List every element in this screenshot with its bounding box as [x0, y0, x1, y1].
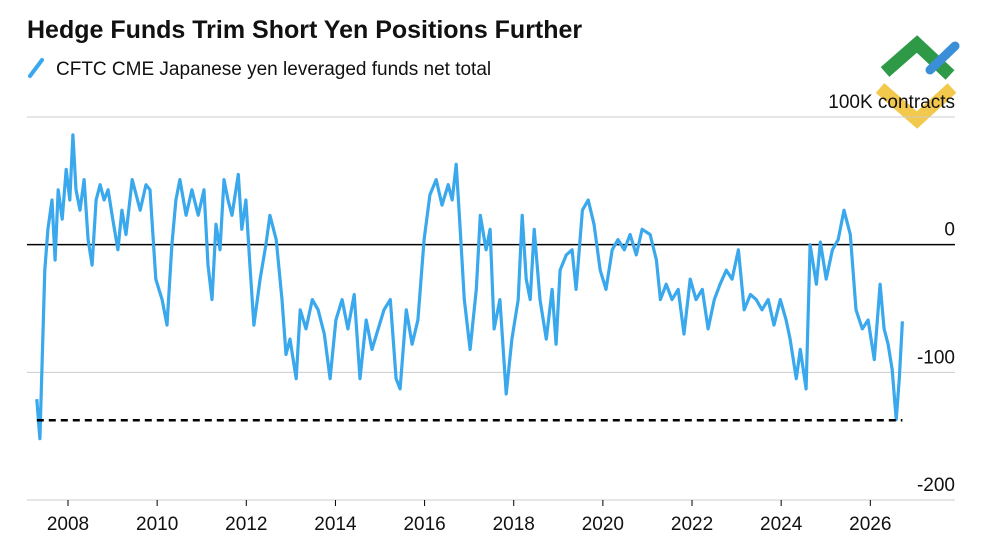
legend-swatch: [28, 58, 44, 78]
y-tick-label: 100K contracts: [828, 92, 955, 113]
x-tick-label: 2008: [47, 514, 89, 535]
x-tick-label: 2024: [760, 514, 803, 535]
chart-title: Hedge Funds Trim Short Yen Positions Fur…: [27, 16, 582, 44]
series-line: [35, 133, 904, 441]
x-tick-label: 2016: [403, 514, 445, 535]
x-tick-label: 2012: [225, 514, 267, 535]
x-tick-label: 2020: [582, 514, 624, 535]
y-tick-label: 0: [944, 220, 955, 241]
x-tick-label: 2014: [314, 514, 357, 535]
logo: [875, 35, 960, 129]
x-tick-label: 2022: [671, 514, 713, 535]
y-tick-label: -200: [917, 475, 955, 496]
x-tick-label: 2026: [849, 514, 891, 535]
x-tick-label: 2010: [136, 514, 178, 535]
y-tick-label: -100: [917, 347, 955, 368]
x-tick-label: 2018: [493, 514, 535, 535]
legend-label: CFTC CME Japanese yen leveraged funds ne…: [56, 59, 491, 80]
